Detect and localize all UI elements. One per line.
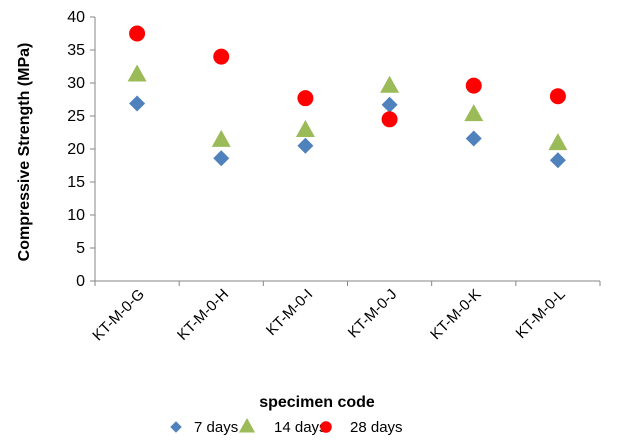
data-point-circle <box>213 48 230 65</box>
series-diamond <box>129 95 566 169</box>
data-point-circle <box>465 77 482 94</box>
data-point-diamond <box>213 150 230 167</box>
legend-label: 28 days <box>350 419 403 436</box>
data-point-triangle <box>127 64 147 82</box>
data-point-diamond <box>465 130 482 147</box>
y-tick-label: 35 <box>67 42 85 59</box>
legend-item: 7 days <box>170 419 238 436</box>
y-tick-label: 10 <box>67 207 85 224</box>
x-axis-title: specimen code <box>259 394 375 411</box>
x-category-label: KT-M-0-I <box>263 286 316 339</box>
legend-marker-diamond <box>170 421 182 433</box>
x-category-label: KT-M-0-H <box>174 286 232 344</box>
data-point-triangle <box>380 75 400 93</box>
legend-label: 14 days <box>274 419 327 436</box>
y-tick-label: 5 <box>76 240 85 257</box>
x-category-label: KT-M-0-J <box>345 286 401 342</box>
legend-item: 14 days <box>238 418 327 436</box>
y-tick-label: 30 <box>67 75 85 92</box>
series-circle <box>129 25 566 128</box>
data-point-circle <box>549 88 566 105</box>
data-point-circle <box>129 25 146 42</box>
data-point-diamond <box>297 137 314 154</box>
y-tick-label: 15 <box>67 174 85 191</box>
x-category-label: KT-M-0-G <box>89 286 148 345</box>
legend-item: 28 days <box>320 419 403 436</box>
x-category-label: KT-M-0-L <box>513 286 569 342</box>
data-point-circle <box>381 111 398 128</box>
data-point-circle <box>297 90 314 107</box>
y-tick-label: 20 <box>67 141 85 158</box>
x-category-label: KT-M-0-K <box>427 286 484 343</box>
data-point-diamond <box>381 96 398 113</box>
legend-marker-triangle <box>238 418 256 433</box>
y-tick-label: 40 <box>67 9 85 26</box>
data-point-diamond <box>129 95 146 112</box>
y-tick-label: 25 <box>67 108 85 125</box>
data-point-triangle <box>548 133 568 151</box>
y-axis-title: Compressive Strength (MPa) <box>16 43 33 262</box>
data-point-triangle <box>295 119 315 137</box>
legend-label: 7 days <box>194 419 238 436</box>
series-triangle <box>127 64 568 151</box>
data-point-diamond <box>549 152 566 169</box>
data-point-triangle <box>464 104 484 122</box>
y-tick-label: 0 <box>76 273 85 290</box>
data-point-triangle <box>211 129 231 147</box>
legend-marker-circle <box>320 421 332 433</box>
